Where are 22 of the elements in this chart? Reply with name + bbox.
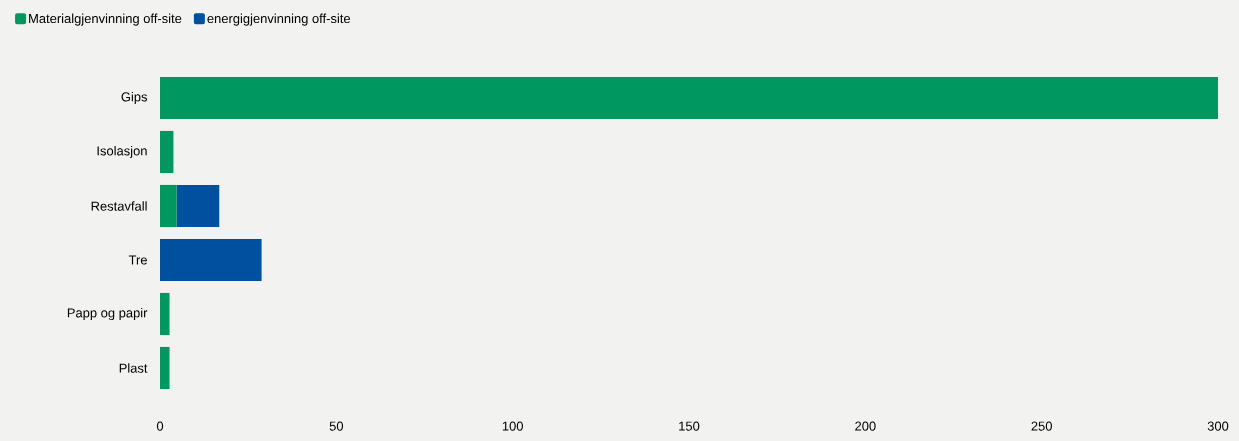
y-tick-label: Tre (128, 255, 147, 265)
x-tick-label: 100 (502, 421, 523, 431)
legend-label: energigjenvinning off-site (207, 13, 351, 26)
y-tick-label: Isolasjon (97, 145, 147, 159)
bar (160, 238, 262, 282)
y-tick-label: Papp og papir (67, 307, 148, 321)
legend-label: Materialgjenvinning off-site (29, 13, 182, 26)
x-tick-label: 250 (1031, 421, 1052, 431)
x-tick-label: 200 (855, 421, 876, 431)
x-tick-label: 150 (679, 421, 700, 431)
y-tick-label: Plast (119, 363, 148, 373)
y-tick-label: Restavfall (91, 201, 147, 211)
x-tick-label: 0 (156, 421, 164, 431)
bar (160, 184, 177, 228)
bar (160, 130, 174, 174)
x-tick-label: 300 (1207, 421, 1229, 431)
bar (176, 184, 220, 228)
bar (160, 76, 1219, 120)
y-tick-label: Gips (121, 91, 148, 105)
bar (160, 292, 170, 336)
x-tick-label: 50 (329, 421, 344, 431)
bar (160, 346, 170, 390)
